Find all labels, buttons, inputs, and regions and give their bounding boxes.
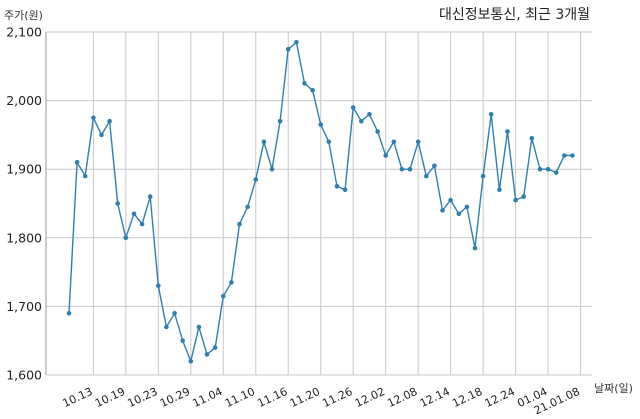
data-point — [537, 166, 543, 172]
x-tick-label: 12.02 — [353, 385, 387, 410]
data-point — [253, 177, 259, 182]
data-point — [99, 132, 104, 138]
data-point — [399, 166, 405, 172]
data-point — [310, 88, 315, 93]
y-tick-label: 1,800 — [6, 230, 42, 245]
data-point — [277, 118, 283, 124]
data-point — [237, 221, 242, 227]
data-point — [326, 139, 332, 145]
y-axis-ticks: 1,600 1,700 1,800 1,900 2,000 2,100 — [6, 25, 42, 383]
data-point — [66, 311, 72, 316]
data-point — [480, 173, 486, 179]
data-point — [407, 166, 413, 172]
price-points — [66, 40, 575, 364]
x-tick-label: 11.04 — [191, 385, 225, 410]
data-point — [391, 139, 397, 145]
y-tick-label: 1,900 — [6, 162, 42, 177]
data-point — [91, 115, 96, 121]
data-point — [196, 324, 202, 330]
data-point — [529, 136, 535, 141]
data-point — [513, 197, 518, 203]
y-tick-label: 2,100 — [6, 25, 42, 40]
data-point — [147, 194, 153, 199]
data-point — [440, 208, 445, 213]
data-point — [505, 129, 510, 134]
data-point — [432, 163, 437, 169]
data-point — [156, 283, 161, 289]
x-tick-label: 12.24 — [483, 385, 517, 410]
x-axis-label: 날짜(일) — [594, 381, 633, 395]
data-point — [204, 352, 210, 357]
data-point — [269, 166, 275, 172]
data-point — [375, 129, 380, 134]
data-point — [448, 197, 453, 203]
y-axis-label: 주가(원) — [4, 9, 43, 22]
data-point — [367, 112, 372, 117]
x-tick-label: 12.14 — [418, 385, 452, 410]
data-point — [212, 345, 218, 350]
x-tick-label: 10.13 — [61, 385, 95, 410]
y-tick-label: 1,600 — [6, 368, 42, 383]
x-tick-label: 10.23 — [126, 385, 160, 410]
data-point — [415, 139, 421, 145]
data-point — [294, 40, 299, 45]
x-tick-label: 11.26 — [320, 385, 354, 410]
x-axis-ticks: 10.1310.1910.2310.2911.0411.1011.1611.20… — [61, 385, 582, 417]
data-point — [521, 194, 526, 199]
data-point — [139, 221, 145, 227]
data-point — [229, 280, 234, 285]
data-point — [115, 201, 120, 206]
data-point — [570, 153, 575, 158]
x-tick-label: 10.19 — [93, 385, 127, 410]
data-point — [318, 122, 324, 127]
data-point — [172, 311, 177, 316]
data-point — [456, 211, 462, 217]
data-point — [424, 173, 429, 179]
data-point — [131, 211, 137, 217]
x-tick-label: 11.10 — [223, 385, 257, 410]
data-point — [302, 81, 307, 86]
data-point — [359, 118, 364, 124]
x-tick-label: 11.16 — [255, 385, 289, 410]
grid — [45, 31, 592, 376]
y-tick-label: 1,700 — [6, 299, 42, 314]
data-point — [562, 153, 567, 158]
chart-title: 대신정보통신, 최근 3개월 — [439, 7, 590, 23]
data-point — [285, 46, 291, 52]
data-point — [334, 184, 340, 189]
data-point — [82, 173, 88, 179]
data-point — [350, 105, 356, 110]
data-point — [553, 170, 559, 175]
x-tick-label: 12.18 — [450, 385, 484, 410]
data-point — [464, 204, 470, 210]
data-point — [342, 187, 348, 193]
data-point — [164, 324, 169, 330]
x-tick-label: 12.08 — [385, 385, 419, 410]
data-point — [497, 187, 502, 193]
x-tick-label: 11.20 — [288, 385, 322, 410]
data-point — [74, 160, 80, 165]
data-point — [383, 153, 389, 158]
data-point — [245, 204, 250, 210]
data-point — [180, 338, 185, 344]
data-point — [261, 139, 267, 145]
data-point — [107, 118, 112, 124]
data-point — [488, 112, 494, 117]
data-point — [188, 359, 194, 364]
x-tick-label: 10.29 — [158, 385, 192, 410]
data-point — [221, 293, 226, 299]
data-point — [472, 245, 478, 251]
data-point — [123, 235, 129, 241]
y-tick-label: 2,000 — [6, 93, 42, 108]
data-point — [545, 166, 551, 172]
